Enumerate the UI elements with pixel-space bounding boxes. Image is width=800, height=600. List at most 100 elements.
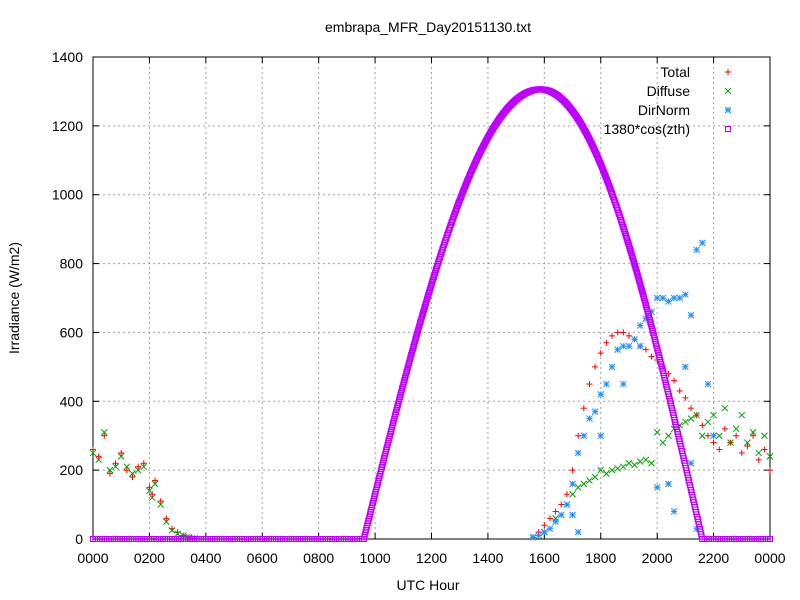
data-point [429,279,436,286]
data-point [152,477,159,484]
data-point [427,285,434,292]
data-point [419,311,426,318]
legend-marker [724,87,732,95]
data-point [755,449,763,457]
data-point [614,346,622,353]
data-point [580,405,587,412]
legend-label: Diffuse [647,83,691,99]
data-point [552,508,559,515]
data-point [682,418,689,426]
data-marks [89,86,774,542]
data-point [148,494,156,502]
series-3 [90,86,773,542]
data-point [636,342,644,350]
data-point [671,377,678,384]
data-point [426,286,433,293]
data-point [625,342,633,350]
data-point [704,432,711,439]
data-point [134,466,142,474]
y-tick-label: 1400 [52,49,83,65]
data-point [619,342,627,350]
data-point [112,460,119,467]
data-point [146,484,153,491]
data-point [100,428,108,436]
data-point [603,470,610,477]
data-point [425,292,432,299]
data-point [95,456,102,464]
data-point [123,463,131,471]
data-point [744,439,751,446]
data-point [422,302,429,309]
data-point [424,294,431,301]
data-point [586,415,593,422]
data-point [569,511,576,519]
data-point [698,239,706,247]
x-tick-label: 2200 [698,550,729,566]
data-point [733,432,740,439]
data-point [552,518,559,526]
data-point [653,294,661,302]
data-point [597,391,605,398]
data-point [682,394,689,401]
data-point [426,288,433,295]
data-point [418,313,425,320]
data-point [676,294,684,302]
data-point [738,411,746,419]
data-point [687,459,695,467]
data-point [541,522,548,529]
data-point [427,283,434,290]
data-point [157,498,164,505]
data-point [129,470,136,477]
data-point [627,246,634,253]
series-2 [529,239,717,541]
legend: Total Diffuse DirNorm 1380*cos(zth) [604,64,732,137]
data-point [633,267,640,274]
data-point [738,449,745,456]
x-tick-label: 0000 [754,550,785,566]
data-point [626,244,633,251]
y-tick-label: 400 [60,393,84,409]
data-point [693,246,701,254]
data-point [632,263,639,270]
data-point [90,446,96,453]
data-point [95,453,102,460]
data-point [614,465,622,472]
data-point [591,473,599,481]
data-point [423,298,430,305]
data-point [625,240,632,247]
data-point [157,501,165,508]
data-point [721,425,728,432]
legend-label: DirNorm [638,102,690,118]
data-point [653,428,661,436]
data-point [623,235,630,242]
data-point [591,408,599,415]
data-point [580,432,588,440]
data-point [665,480,672,488]
data-point [628,251,635,258]
data-point [415,325,422,332]
data-point [569,490,576,498]
y-tick-label: 0 [75,531,83,547]
data-point [597,350,604,357]
data-point [420,307,427,314]
data-point [174,530,181,538]
x-tick-label: 2000 [642,550,673,566]
data-point [118,449,125,456]
data-point [761,432,768,440]
data-point [682,291,689,298]
x-tick-label: 1000 [360,550,391,566]
data-point [687,415,695,422]
data-point [642,456,650,464]
data-point [420,309,427,316]
x-tick-label: 1600 [529,550,560,566]
x-axis-label: UTC Hour [396,577,459,593]
data-point [629,253,636,260]
data-point [619,380,627,388]
data-point [648,353,655,360]
y-axis-label: Irradiance (W/m2) [6,242,22,354]
y-tick-label: 800 [60,256,84,272]
data-point [755,456,762,463]
data-point [586,477,593,484]
data-point [558,501,565,508]
data-point [575,432,582,439]
